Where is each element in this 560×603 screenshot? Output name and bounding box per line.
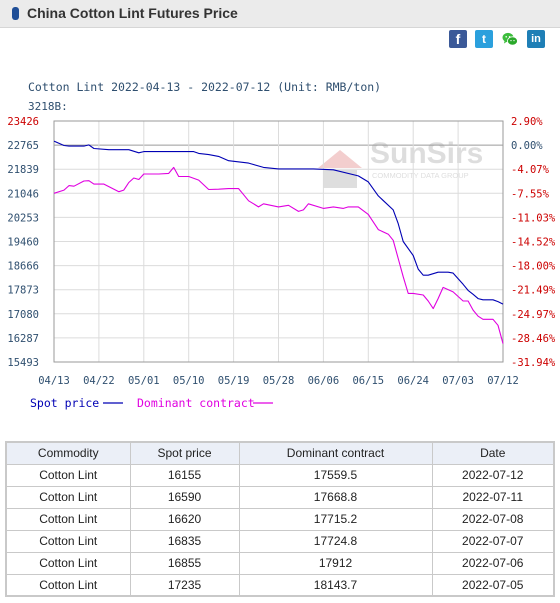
cell-dominant-contract: 18143.7 xyxy=(238,573,433,597)
right-tick-label: -21.49% xyxy=(511,285,556,297)
header-commodity: Commodity xyxy=(5,441,131,465)
facebook-icon[interactable]: f xyxy=(449,30,467,48)
left-tick-label: 22765 xyxy=(7,140,39,152)
cell-commodity: Cotton Lint xyxy=(5,463,131,487)
cell-dominant-contract: 17715.2 xyxy=(238,507,433,531)
cell-spot-price: 17235 xyxy=(129,573,240,597)
chart-title: Cotton Lint 2022-04-13 - 2022-07-12 (Uni… xyxy=(28,80,381,94)
right-tick-label: -28.46% xyxy=(511,333,556,345)
right-tick-label: -11.03% xyxy=(511,212,556,224)
right-tick-label: -18.00% xyxy=(511,261,556,273)
left-tick-label: 21046 xyxy=(7,188,39,200)
x-tick-label: 07/12 xyxy=(487,375,519,387)
series-line-spot-price xyxy=(53,140,504,305)
table-row: Cotton Lint 17235 18143.7 2022-07-05 xyxy=(5,573,555,597)
legend-dominant-label: Dominant contract xyxy=(137,396,255,410)
twitter-icon[interactable]: t xyxy=(475,30,493,48)
x-tick-label: 06/24 xyxy=(397,375,429,387)
wechat-icon[interactable] xyxy=(501,30,519,48)
left-tick-label: 18666 xyxy=(7,261,39,273)
x-axis: 04/13 04/22 05/01 05/10 05/19 05/28 06/06 06/15… xyxy=(38,375,519,387)
price-table: Commodity Spot price Dominant contract D… xyxy=(5,441,555,597)
table-row: Cotton Lint 16855 17912 2022-07-06 xyxy=(5,551,555,575)
series-layer xyxy=(53,140,504,344)
table-row: Cotton Lint 16155 17559.5 2022-07-12 xyxy=(5,463,555,487)
cell-commodity: Cotton Lint xyxy=(5,573,131,597)
right-tick-label: 0.00% xyxy=(511,140,543,152)
left-tick-label: 23426 xyxy=(7,116,39,128)
right-axis: 2.90% 0.00% -4.07% -7.55% -11.03% -14.52% -18.… xyxy=(511,116,556,369)
left-tick-label: 16287 xyxy=(7,333,39,345)
cell-spot-price: 16855 xyxy=(129,551,240,575)
cell-dominant-contract: 17724.8 xyxy=(238,529,433,553)
series-line-dominant-contract xyxy=(53,166,504,344)
x-tick-label: 04/22 xyxy=(83,375,115,387)
x-tick-label: 05/19 xyxy=(218,375,250,387)
right-tick-label: -7.55% xyxy=(511,188,550,200)
cell-date: 2022-07-08 xyxy=(431,507,555,531)
legend: Spot price Dominant contract xyxy=(30,396,273,410)
right-tick-label: -4.07% xyxy=(511,164,550,176)
sunsirs-watermark: SunSirs COMMODITY DATA GROUP xyxy=(318,137,483,188)
cell-commodity: Cotton Lint xyxy=(5,507,131,531)
x-tick-label: 04/13 xyxy=(38,375,70,387)
price-chart: Cotton Lint 2022-04-13 - 2022-07-12 (Uni… xyxy=(7,80,556,410)
table-row: Cotton Lint 16835 17724.8 2022-07-07 xyxy=(5,529,555,553)
header-spot-price: Spot price xyxy=(129,441,240,465)
chart-subtitle: 3218B: xyxy=(28,100,68,113)
x-tick-label: 06/15 xyxy=(352,375,384,387)
right-tick-label: -14.52% xyxy=(511,237,556,249)
cell-spot-price: 16155 xyxy=(129,463,240,487)
left-tick-label: 17080 xyxy=(7,309,39,321)
title-bar: China Cotton Lint Futures Price xyxy=(0,0,560,28)
right-tick-label: 2.90% xyxy=(511,116,543,128)
x-tick-label: 05/10 xyxy=(173,375,205,387)
cell-commodity: Cotton Lint xyxy=(5,485,131,509)
cell-date: 2022-07-12 xyxy=(431,463,555,487)
x-tick-label: 06/06 xyxy=(308,375,340,387)
left-axis: 23426 22765 21839 21046 20253 19460 18666 17873… xyxy=(7,116,39,369)
cell-dominant-contract: 17668.8 xyxy=(238,485,433,509)
right-tick-label: -24.97% xyxy=(511,309,556,321)
left-tick-label: 20253 xyxy=(7,212,39,224)
cell-spot-price: 16590 xyxy=(129,485,240,509)
cell-dominant-contract: 17559.5 xyxy=(238,463,433,487)
cell-date: 2022-07-05 xyxy=(431,573,555,597)
left-tick-label: 17873 xyxy=(7,285,39,297)
cell-commodity: Cotton Lint xyxy=(5,551,131,575)
x-tick-label: 07/03 xyxy=(442,375,474,387)
page-title: China Cotton Lint Futures Price xyxy=(27,5,238,21)
x-tick-label: 05/01 xyxy=(128,375,160,387)
watermark-logo-icon xyxy=(318,150,362,168)
table-row: Cotton Lint 16620 17715.2 2022-07-08 xyxy=(5,507,555,531)
cell-spot-price: 16835 xyxy=(129,529,240,553)
cell-commodity: Cotton Lint xyxy=(5,529,131,553)
left-tick-label: 19460 xyxy=(7,237,39,249)
watermark-logo-base xyxy=(323,170,357,188)
left-tick-label: 15493 xyxy=(7,357,39,369)
watermark-brand: SunSirs xyxy=(370,137,483,170)
plot-frame xyxy=(53,120,504,363)
cell-date: 2022-07-06 xyxy=(431,551,555,575)
cell-dominant-contract: 17912 xyxy=(238,551,433,575)
table-row: Cotton Lint 16590 17668.8 2022-07-11 xyxy=(5,485,555,509)
header-date: Date xyxy=(431,441,555,465)
cell-date: 2022-07-07 xyxy=(431,529,555,553)
cell-date: 2022-07-11 xyxy=(431,485,555,509)
right-tick-label: -31.94% xyxy=(511,357,556,369)
table-header-row: Commodity Spot price Dominant contract D… xyxy=(5,441,555,465)
watermark-tagline: COMMODITY DATA GROUP xyxy=(372,171,469,180)
left-tick-label: 21839 xyxy=(7,164,39,176)
title-marker xyxy=(12,7,19,20)
legend-spot-label: Spot price xyxy=(30,396,99,410)
cell-spot-price: 16620 xyxy=(129,507,240,531)
x-tick-label: 05/28 xyxy=(263,375,295,387)
linkedin-icon[interactable]: in xyxy=(527,30,545,48)
header-dominant-contract: Dominant contract xyxy=(238,441,433,465)
